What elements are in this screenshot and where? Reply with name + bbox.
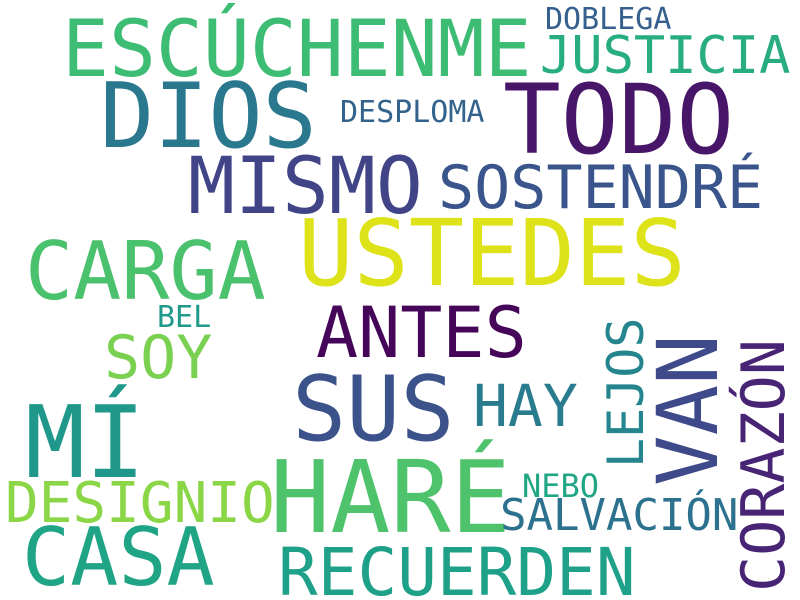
word-desploma: DESPLOMA: [340, 95, 485, 130]
word-antes: ANTES: [316, 292, 527, 374]
word-ustedes: USTEDES: [298, 200, 686, 307]
word-designio: DESIGNIO: [5, 471, 275, 536]
word-van: VAN: [639, 334, 737, 486]
word-escuchenme: ESCÚCHENME: [62, 5, 532, 95]
word-sus: SUS: [292, 357, 455, 462]
word-salvacion: SALVACIÓN: [500, 490, 739, 541]
word-mismo: MISMO: [188, 142, 423, 232]
word-dios: DIOS: [100, 64, 317, 169]
word-doblega: DOBLEGA: [545, 2, 672, 37]
word-bel: BEL: [157, 300, 212, 335]
word-corazon: CORAZÓN: [729, 339, 799, 592]
word-sostendre: SOSTENDRÉ: [438, 153, 764, 223]
word-hare: HARÉ: [270, 439, 511, 556]
word-justicia: JUSTICIA: [540, 26, 791, 86]
word-hay: HAY: [473, 372, 578, 440]
word-soy: SOY: [104, 323, 213, 393]
word-nebo: NEBO: [522, 467, 600, 505]
word-carga: CARGA: [25, 225, 266, 318]
word-mi: MÍ: [25, 384, 146, 501]
word-casa: CASA: [22, 511, 215, 600]
word-todo: TODO: [503, 64, 735, 176]
word-recuerden: RECUERDEN: [278, 534, 636, 600]
